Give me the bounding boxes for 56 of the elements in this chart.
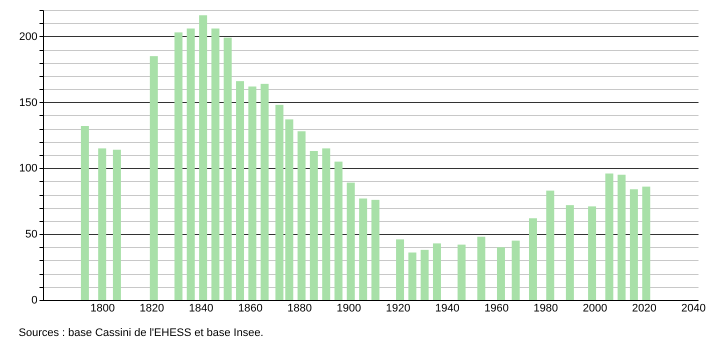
y-tick-label: 0: [31, 294, 38, 306]
x-tick-label: 1880: [287, 302, 312, 314]
x-tick-label: 1980: [534, 302, 558, 314]
x-tick-label: 1900: [336, 302, 362, 314]
bar: [371, 200, 380, 300]
x-tick-label: 2020: [632, 302, 657, 314]
x-tick-label: 1940: [435, 302, 460, 314]
bar: [275, 104, 284, 300]
bar: [359, 198, 368, 300]
bar: [588, 206, 596, 300]
bar: [98, 148, 106, 300]
bar: [174, 32, 182, 300]
x-tick-label: 2040: [681, 302, 706, 314]
bar: [546, 190, 554, 300]
bar: [458, 244, 466, 300]
x-tick-label: 2000: [582, 302, 608, 314]
bar: [112, 150, 121, 300]
bar: [396, 239, 404, 300]
bar: [566, 205, 574, 300]
bar: [248, 86, 256, 300]
x-tick-label: 1800: [90, 302, 115, 314]
bar: [80, 126, 89, 300]
bar: [346, 182, 355, 300]
bar: [260, 84, 269, 300]
bar: [334, 162, 342, 300]
bar: [408, 252, 416, 300]
bar: [211, 28, 220, 300]
source-note: Sources : base Cassini de l'EHESS et base Insee.: [18, 327, 264, 339]
bar: [432, 243, 441, 300]
x-tick-label: 1820: [140, 302, 164, 314]
bar: [618, 174, 626, 300]
bar: [528, 218, 537, 300]
bar: [224, 38, 232, 300]
bar: [477, 236, 486, 300]
bar: [642, 186, 650, 300]
bar: [310, 151, 318, 300]
bar: [150, 56, 158, 300]
y-tick-label: 200: [19, 30, 38, 43]
bar: [630, 189, 638, 300]
bar: [420, 250, 429, 300]
y-tick-label: 100: [19, 162, 38, 175]
bar: [186, 28, 195, 300]
bar: [322, 148, 330, 300]
bar: [496, 247, 505, 300]
y-tick-label: 50: [25, 228, 38, 241]
bar: [605, 173, 614, 300]
x-tick-label: 1920: [386, 302, 410, 314]
bar: [512, 240, 520, 300]
bar: [199, 15, 208, 300]
x-tick-label: 1960: [484, 302, 509, 314]
y-tick-label: 150: [19, 96, 38, 109]
x-tick-label: 1860: [238, 302, 263, 314]
bar: [236, 81, 244, 300]
bar: [298, 131, 306, 300]
bar: [285, 119, 294, 300]
x-tick-label: 1840: [188, 302, 214, 314]
